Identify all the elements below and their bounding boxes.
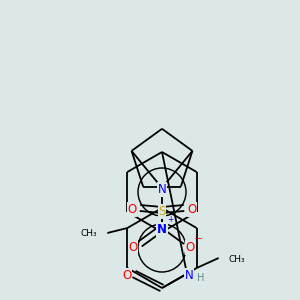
Text: N: N bbox=[184, 269, 194, 282]
Text: S: S bbox=[158, 205, 166, 218]
Text: CH₃: CH₃ bbox=[81, 230, 98, 238]
Text: O: O bbox=[128, 203, 136, 216]
Text: −: − bbox=[194, 234, 202, 244]
Text: +: + bbox=[167, 215, 173, 224]
Text: N: N bbox=[158, 183, 166, 196]
Text: CH₃: CH₃ bbox=[229, 254, 245, 263]
Text: O: O bbox=[128, 241, 138, 254]
Text: N: N bbox=[157, 223, 167, 236]
Text: O: O bbox=[185, 241, 195, 254]
Text: O: O bbox=[122, 269, 132, 282]
Text: H: H bbox=[197, 273, 205, 283]
Text: O: O bbox=[188, 203, 196, 216]
